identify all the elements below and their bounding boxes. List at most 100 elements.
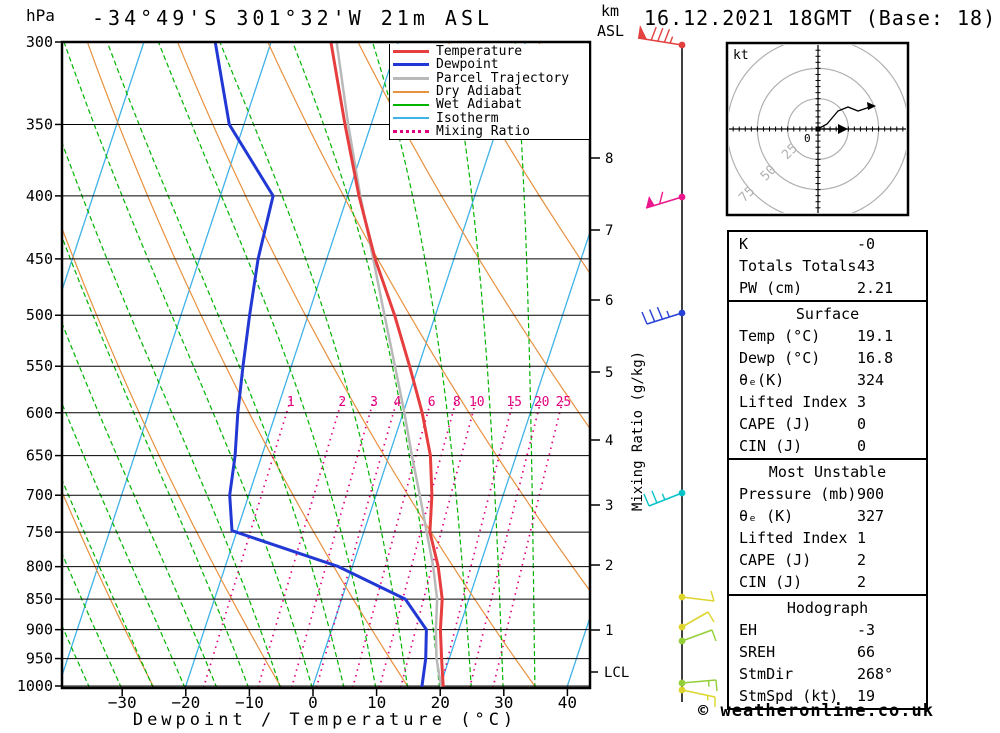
svg-text:700: 700 (26, 486, 53, 504)
wind-barb (645, 191, 686, 209)
stat-value: 268° (857, 665, 894, 683)
hodograph-unit-label: kt (733, 48, 749, 63)
wind-barb (678, 611, 715, 631)
stat-value: 3 (857, 393, 867, 411)
trace-dewpoint (213, 42, 428, 688)
stat-row: EH -3 (729, 619, 926, 641)
mixing-ratio-value-label: 8 (453, 395, 461, 410)
stat-row: Pressure (mb) 900 (729, 483, 926, 505)
svg-text:−10: −10 (235, 693, 264, 712)
stat-row: Totals Totals 43 (729, 255, 926, 277)
stat-label: StmDir (739, 665, 794, 683)
legend-label: Isotherm (436, 110, 499, 126)
mixing-ratio-lines: 1 2 3 4 6 8 10 15 20 25 (202, 395, 571, 688)
svg-text:6: 6 (605, 293, 613, 309)
svg-text:40: 40 (558, 693, 577, 712)
svg-text:450: 450 (26, 250, 53, 268)
svg-text:7: 7 (605, 223, 613, 239)
stat-row: Lifted Index 3 (729, 391, 926, 413)
svg-text:900: 900 (26, 621, 53, 639)
svg-text:3: 3 (605, 498, 613, 514)
stat-label: PW (cm) (739, 279, 803, 297)
legend-swatch (393, 117, 429, 120)
stat-label: CIN (J) (739, 437, 803, 455)
svg-text:300: 300 (26, 33, 53, 51)
stat-value: 900 (857, 485, 885, 503)
panel-surface: Surface Temp (°C) 19.1 Dewp (°C) 16.8 θₑ(K) 32… (727, 300, 928, 460)
stat-row: θₑ(K) 324 (729, 369, 926, 391)
mixing-ratio-value-label: 3 (370, 395, 378, 410)
mixing-ratio-value-label: 1 (287, 395, 295, 410)
panel-title: Hodograph (786, 599, 869, 617)
mixing-ratio-value-label: 20 (534, 395, 550, 410)
lcl-label: LCL (604, 665, 629, 681)
panel-title: Surface (795, 305, 860, 323)
panel-title: Most Unstable (768, 463, 887, 481)
svg-text:350: 350 (26, 115, 53, 133)
station-title: -34°49'S 301°32'W 21m ASL (92, 6, 494, 30)
svg-text:30: 30 (494, 693, 513, 712)
legend-item: Parcel Trajectory (393, 72, 589, 85)
stat-value: 16.8 (857, 349, 894, 367)
stat-label: Totals Totals (739, 257, 857, 275)
svg-text:650: 650 (26, 447, 53, 465)
stat-row: CAPE (J) 0 (729, 413, 926, 435)
stat-value: 43 (857, 257, 876, 275)
wind-barb (678, 590, 715, 602)
stat-value: 66 (857, 643, 876, 661)
pressure-grid-lines (62, 42, 590, 687)
legend-swatch (393, 90, 429, 93)
mixing-ratio-axis-label: Mixing Ratio (g/kg) (630, 350, 646, 512)
mixing-ratio-value-label: 10 (469, 395, 485, 410)
mixing-ratio-value-label: 4 (394, 395, 402, 410)
stat-value: -0 (857, 235, 876, 253)
legend-item: Wet Adiabat (393, 98, 589, 111)
stat-label: CAPE (J) (739, 551, 812, 569)
stat-label: Pressure (mb) (739, 485, 857, 503)
svg-text:10: 10 (367, 693, 386, 712)
svg-text:400: 400 (26, 187, 53, 205)
datetime-title: 16.12.2021 18GMT (Base: 18) (644, 6, 997, 30)
wet-adiabat-lines (62, 42, 536, 688)
plot-border (60, 40, 592, 690)
hodograph-trace (817, 106, 871, 130)
legend-swatch (393, 50, 429, 54)
legend-item: Dewpoint (393, 58, 589, 71)
panel-hodograph-stats: Hodograph EH -3 SREH 66 StmDir 268° StmSpd (kt)… (727, 594, 928, 710)
legend-item: Dry Adiabat (393, 85, 589, 98)
svg-text:750: 750 (26, 523, 53, 541)
axis-tick-labels: 3003504004505005506006507007508008509009… (17, 33, 629, 712)
stat-row: Dewp (°C) 16.8 (729, 347, 926, 369)
stat-value: 2 (857, 551, 867, 569)
stat-value: 19 (857, 687, 876, 705)
panel-most-unstable: Most Unstable Pressure (mb) 900 θₑ (K) 327 Li… (727, 458, 928, 596)
stat-row: CIN (J) 0 (729, 435, 926, 457)
axis-ticks (55, 41, 600, 696)
stat-row: Lifted Index 1 (729, 527, 926, 549)
legend-label: Parcel Trajectory (436, 70, 570, 86)
stat-label: θₑ(K) (739, 371, 785, 389)
legend-label: Dewpoint (436, 57, 499, 73)
copyright-credit: © weatheronline.co.uk (698, 701, 934, 721)
stat-label: EH (739, 621, 758, 639)
panel-indices: K -0 Totals Totals 43 PW (cm) 2.21 (727, 230, 928, 302)
svg-text:800: 800 (26, 558, 53, 576)
svg-text:850: 850 (26, 590, 53, 608)
stat-value: 324 (857, 371, 885, 389)
stats-panels: K -0 Totals Totals 43 PW (cm) 2.21 Surface Temp… (727, 230, 928, 710)
svg-text:1000: 1000 (17, 677, 53, 695)
legend-swatch (393, 76, 429, 80)
stat-label: Dewp (°C) (739, 349, 821, 367)
svg-text:20: 20 (431, 693, 450, 712)
trace-temperature (329, 42, 445, 688)
plot-area: 1 2 3 4 6 8 10 15 20 25 (62, 42, 590, 688)
stat-label: Temp (°C) (739, 327, 821, 345)
legend-item: Mixing Ratio (393, 125, 589, 138)
legend-label: Mixing Ratio (436, 123, 530, 139)
svg-text:0: 0 (308, 693, 318, 712)
svg-text:500: 500 (26, 306, 53, 324)
stat-row: CIN (J) 2 (729, 571, 926, 593)
